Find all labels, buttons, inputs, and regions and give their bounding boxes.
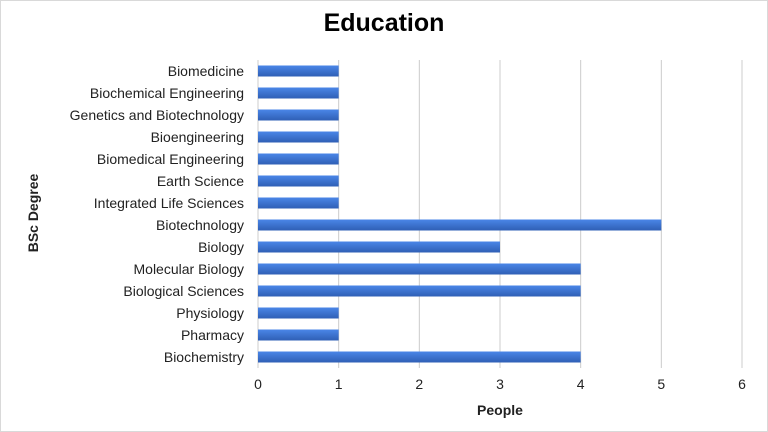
- category-label: Molecular Biology: [134, 261, 245, 277]
- category-labels: Biomedicine Biochemical Engineering Geneti…: [70, 63, 245, 365]
- bar: [258, 241, 500, 253]
- gridlines: [257, 60, 743, 368]
- bar: [258, 197, 339, 209]
- x-tick-label: 1: [335, 376, 343, 392]
- x-tick-label: 6: [738, 376, 746, 392]
- x-tick-label: 4: [577, 376, 585, 392]
- category-label: Biomedical Engineering: [97, 151, 244, 167]
- y-axis-title: BSc Degree: [25, 173, 41, 252]
- x-tick-label: 5: [657, 376, 665, 392]
- category-label: Biochemical Engineering: [90, 85, 244, 101]
- category-label: Physiology: [176, 305, 244, 321]
- bar: [258, 175, 339, 187]
- chart-title: Education: [324, 9, 445, 37]
- x-axis-title: People: [477, 402, 523, 418]
- category-label: Biological Sciences: [123, 283, 244, 299]
- category-label: Pharmacy: [181, 327, 244, 343]
- x-tick-label: 3: [496, 376, 504, 392]
- bar: [258, 153, 339, 165]
- bar: [258, 87, 339, 99]
- category-label: Bioengineering: [151, 129, 244, 145]
- category-label: Integrated Life Sciences: [94, 195, 244, 211]
- bar: [258, 65, 339, 77]
- bar: [258, 109, 339, 121]
- bars: [258, 65, 662, 363]
- bar: [258, 131, 339, 143]
- category-label: Biology: [198, 239, 244, 255]
- category-label: Earth Science: [157, 173, 244, 189]
- category-label: Genetics and Biotechnology: [70, 107, 244, 123]
- x-tick-label: 0: [254, 376, 262, 392]
- category-label: Biomedicine: [168, 63, 244, 79]
- category-label: Biochemistry: [164, 349, 244, 365]
- category-label: Biotechnology: [156, 217, 244, 233]
- x-tick-label: 2: [415, 376, 423, 392]
- bar: [258, 219, 662, 231]
- bar: [258, 307, 339, 319]
- bar: [258, 351, 581, 363]
- bar: [258, 329, 339, 341]
- bar: [258, 285, 581, 297]
- x-tick-labels: 0 1 2 3 4 5 6: [254, 376, 746, 392]
- bar: [258, 263, 581, 275]
